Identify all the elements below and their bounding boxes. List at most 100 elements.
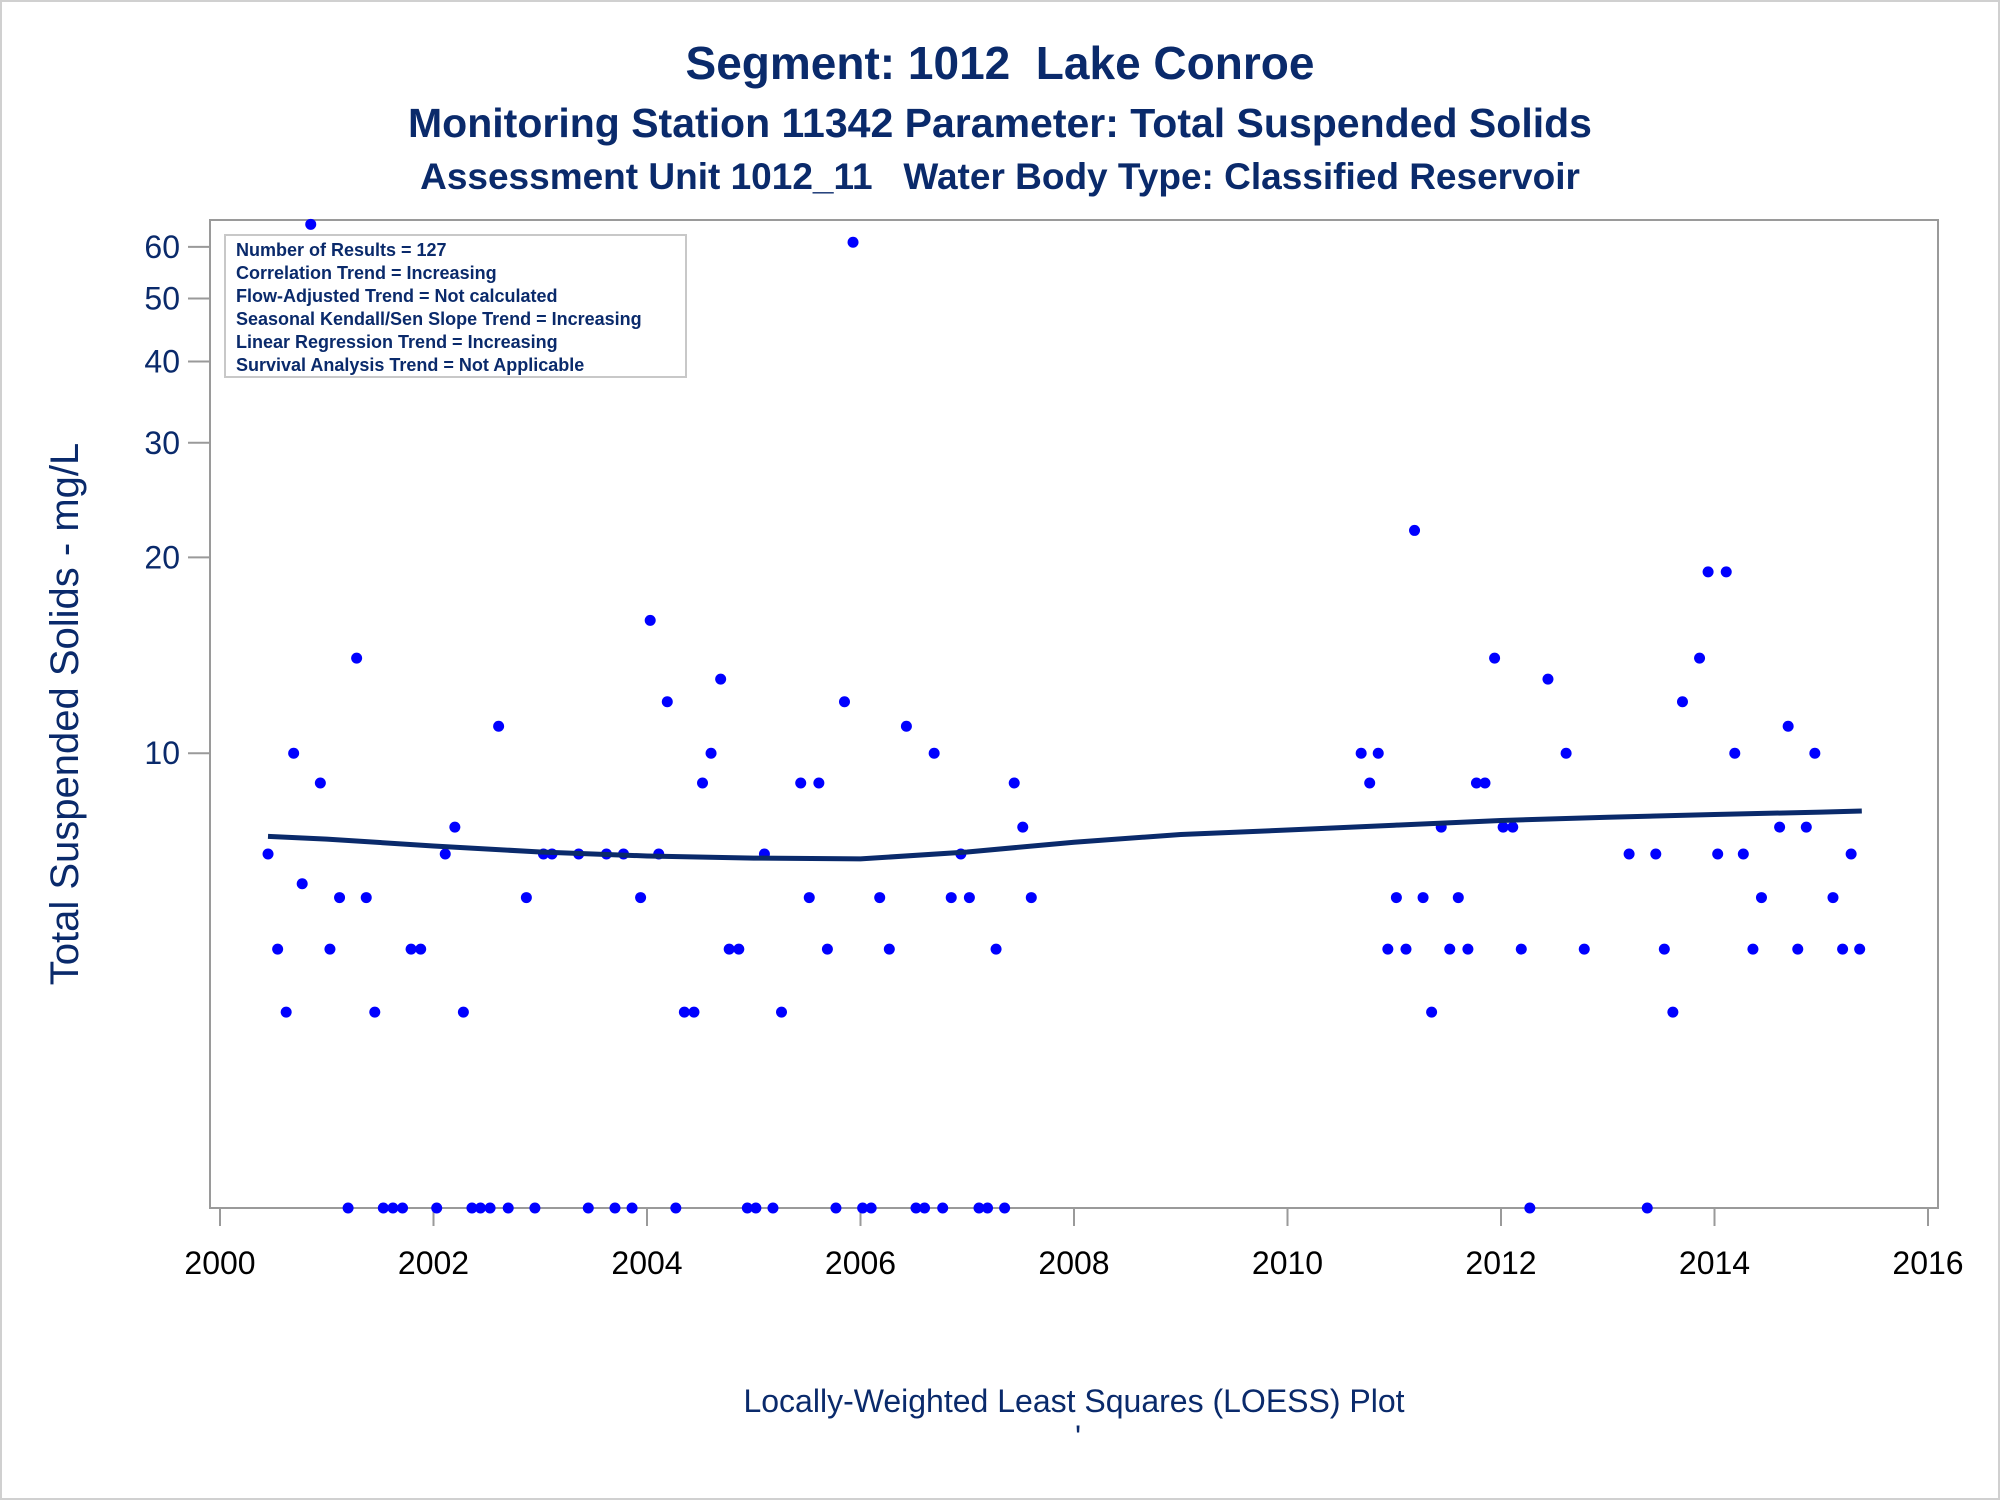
data-point [838, 696, 850, 708]
data-point [945, 892, 957, 904]
data-point [1025, 892, 1037, 904]
data-point [351, 652, 363, 664]
data-point [1560, 747, 1572, 759]
x-tick-label: 2010 [1252, 1245, 1323, 1281]
data-point [1694, 652, 1706, 664]
data-point [821, 943, 833, 955]
y-tick-label: 50 [144, 280, 180, 316]
y-axis: 10 20 30 40 50 60 [144, 229, 210, 771]
data-point [990, 943, 1002, 955]
trend-stat-line: Number of Results = 127 [236, 240, 447, 260]
data-point [1658, 943, 1670, 955]
data-point [1462, 943, 1474, 955]
trend-stat-line: Correlation Trend = Increasing [236, 263, 497, 283]
data-point [688, 1006, 700, 1018]
data-point [1774, 821, 1786, 833]
data-point [377, 1202, 389, 1214]
x-tick-label: 2016 [1892, 1245, 1963, 1281]
data-point [280, 1006, 292, 1018]
data-point [626, 1202, 638, 1214]
data-point [272, 943, 284, 955]
data-point [431, 1202, 443, 1214]
data-point [1390, 892, 1402, 904]
loess-curve [267, 808, 1862, 862]
x-axis-label: Locally-Weighted Least Squares (LOESS) P… [743, 1383, 1404, 1419]
data-point [1854, 943, 1866, 955]
data-point [1507, 821, 1519, 833]
data-point [1800, 821, 1812, 833]
data-point [1008, 777, 1020, 789]
data-point [1524, 1202, 1536, 1214]
footer-mark: ' [1075, 1419, 1081, 1455]
data-point [750, 1202, 762, 1214]
y-tick-label: 60 [144, 229, 180, 265]
data-point [982, 1202, 994, 1214]
trend-stat-line: Linear Regression Trend = Increasing [236, 332, 558, 352]
y-tick-label: 40 [144, 344, 180, 380]
data-point [963, 892, 975, 904]
data-point [803, 892, 815, 904]
data-point [1372, 747, 1384, 759]
data-point [937, 1202, 949, 1214]
trend-stat-line: Seasonal Kendall/Sen Slope Trend = Incre… [236, 309, 642, 329]
data-point [493, 720, 505, 732]
data-point [813, 777, 825, 789]
data-point [1417, 892, 1429, 904]
data-point [296, 878, 308, 890]
data-point [1382, 943, 1394, 955]
data-point [874, 892, 886, 904]
data-point [733, 943, 745, 955]
data-point [397, 1202, 409, 1214]
data-point [1623, 848, 1635, 860]
data-point [1355, 747, 1367, 759]
data-point [723, 943, 735, 955]
data-point [1737, 848, 1749, 860]
trend-stat-line: Flow-Adjusted Trend = Not calculated [236, 286, 558, 306]
data-point [678, 1006, 690, 1018]
data-point [262, 848, 274, 860]
data-point [1409, 524, 1421, 536]
data-point [314, 777, 326, 789]
data-point [484, 1202, 496, 1214]
x-tick-label: 2004 [611, 1245, 682, 1281]
data-point [1364, 777, 1376, 789]
y-axis-label: Total Suspended Solids - mg/L [43, 443, 87, 986]
data-point [883, 943, 895, 955]
data-point [857, 1202, 869, 1214]
chart-title-segment: Segment: 1012 Lake Conroe [685, 37, 1315, 89]
data-point [1729, 747, 1741, 759]
x-tick-label: 2012 [1465, 1245, 1536, 1281]
data-point [1782, 720, 1794, 732]
data-point [741, 1202, 753, 1214]
data-point [1845, 848, 1857, 860]
data-point [305, 218, 317, 230]
data-point [1497, 821, 1509, 833]
trend-stats-border [224, 234, 687, 378]
data-point [324, 943, 336, 955]
data-point [1479, 777, 1491, 789]
data-point [1426, 1006, 1438, 1018]
data-point [1470, 777, 1482, 789]
data-point [387, 1202, 399, 1214]
data-point [715, 673, 727, 685]
data-point [705, 747, 717, 759]
data-point [1755, 892, 1767, 904]
data-point [342, 1202, 354, 1214]
data-point [334, 892, 346, 904]
trend-stat-line: Survival Analysis Trend = Not Applicable [236, 355, 584, 375]
data-point [900, 720, 912, 732]
y-tick-label: 20 [144, 539, 180, 575]
data-point [502, 1202, 514, 1214]
data-point [635, 892, 647, 904]
data-point [1650, 848, 1662, 860]
y-tick-label: 30 [144, 425, 180, 461]
x-tick-label: 2014 [1679, 1245, 1750, 1281]
data-point [999, 1202, 1011, 1214]
data-point [1827, 892, 1839, 904]
data-point [670, 1202, 682, 1214]
data-point [449, 821, 461, 833]
data-point [474, 1202, 486, 1214]
data-point [1837, 943, 1849, 955]
chart-title-assessment-unit: Assessment Unit 1012_11 Water Body Type:… [420, 156, 1580, 197]
